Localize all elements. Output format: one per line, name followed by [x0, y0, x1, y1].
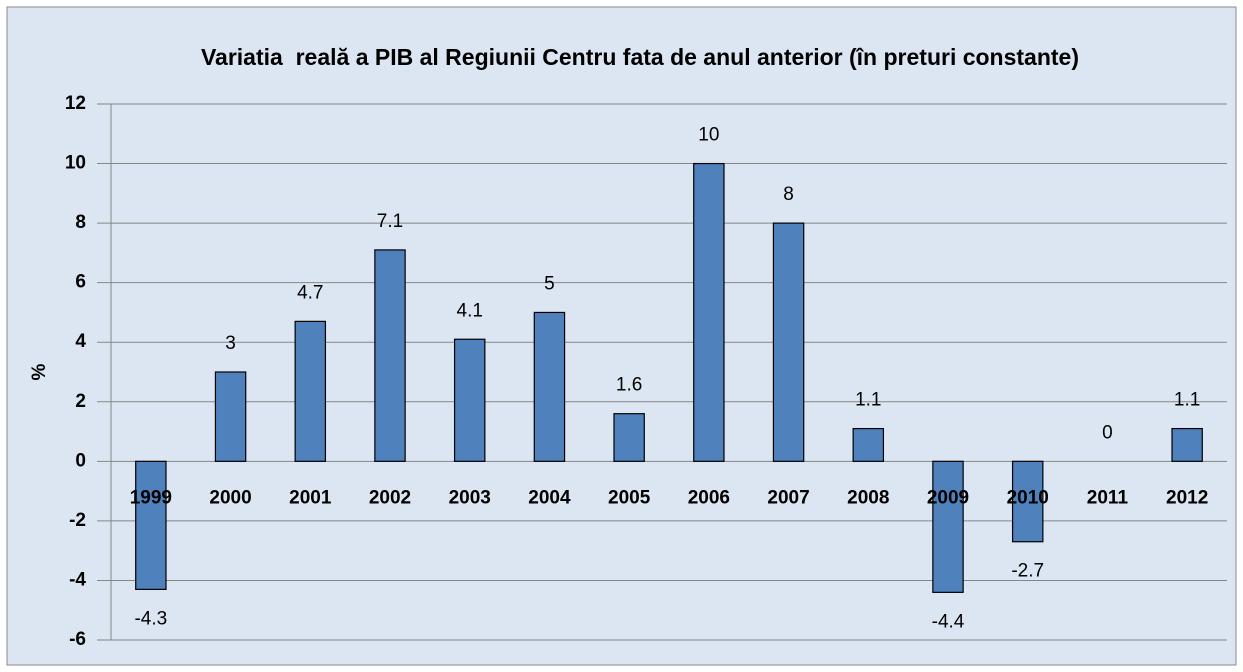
bar: [294, 320, 327, 462]
bar: [1011, 460, 1044, 543]
data-label: 3: [225, 333, 236, 354]
data-label: 7.1: [377, 211, 403, 232]
data-label: 1.1: [855, 390, 881, 411]
bar: [453, 338, 486, 462]
y-tick-label: 12: [65, 93, 86, 114]
data-label: -4.4: [932, 611, 965, 632]
y-tick-label: 6: [75, 272, 86, 293]
chart-title: Variatia reală a PIB al Regiunii Centru …: [200, 44, 1080, 70]
y-tick-label: 0: [75, 450, 86, 471]
data-label: 10: [698, 125, 719, 146]
x-tick-label: 2007: [767, 487, 809, 508]
x-tick-label: 2010: [1007, 487, 1049, 508]
bar: [772, 222, 805, 462]
bar: [1171, 427, 1203, 462]
data-label: 0: [1102, 422, 1113, 443]
data-label: 4.7: [297, 282, 323, 303]
y-tick-label: -4: [69, 569, 86, 590]
bar: [932, 460, 964, 593]
bar: [852, 427, 885, 462]
data-label: 1.6: [616, 375, 642, 396]
x-tick-label: 2000: [209, 487, 251, 508]
data-label: 8: [783, 184, 794, 205]
bar: [693, 162, 725, 462]
x-tick-label: 2011: [1087, 487, 1129, 508]
bar: [214, 371, 247, 462]
y-tick-label: 10: [65, 153, 86, 174]
y-tick-label: 4: [75, 331, 86, 352]
x-tick-label: 2012: [1166, 487, 1208, 508]
x-tick-label: 2005: [608, 487, 651, 508]
y-tick-label: -6: [69, 629, 86, 650]
x-tick-label: 2008: [847, 487, 889, 508]
x-tick-label: 1999: [130, 487, 172, 508]
y-tick-label: -2: [69, 510, 86, 531]
data-label: 5: [544, 273, 555, 294]
x-tick-label: 2002: [369, 487, 411, 508]
data-label: 4.1: [457, 300, 483, 321]
bar: [533, 311, 566, 462]
y-axis-label: %: [29, 363, 50, 380]
y-tick-label: 8: [75, 212, 86, 233]
y-tick-label: 2: [75, 391, 86, 412]
x-tick-label: 2004: [528, 487, 571, 508]
x-tick-label: 2009: [927, 487, 969, 508]
x-tick-label: 2003: [449, 487, 491, 508]
bar: [613, 413, 645, 462]
chart-background: [6, 6, 1237, 666]
data-label: -2.7: [1011, 561, 1044, 582]
x-tick-label: 2006: [688, 487, 730, 508]
bar: [374, 249, 406, 462]
bar: [135, 460, 167, 590]
x-tick-label: 2001: [289, 487, 332, 508]
data-label: 1.1: [1174, 390, 1200, 411]
data-label: -4.3: [134, 608, 167, 629]
